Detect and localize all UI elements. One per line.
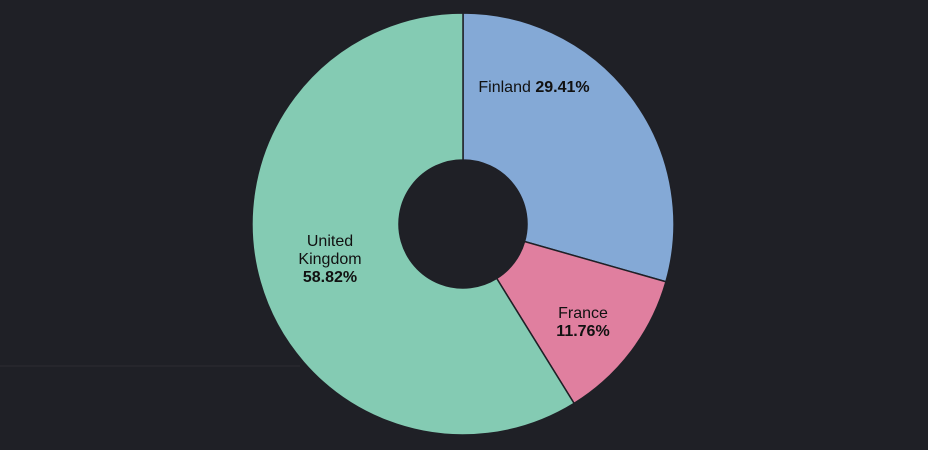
value-label: 11.76% — [556, 323, 610, 340]
slice-label: France 11.76% — [538, 305, 628, 341]
value-label: 58.82% — [302, 269, 358, 286]
value-label: 29.41% — [535, 79, 590, 96]
slice-label: Finland 29.41% — [478, 79, 589, 97]
category-label: France — [558, 305, 608, 322]
slice-label: United Kingdom 58.82% — [285, 233, 375, 287]
category-label: Finland — [478, 79, 531, 96]
donut-slice — [462, 12, 675, 283]
donut-slice — [251, 12, 576, 436]
donut-slice — [495, 240, 667, 405]
category-label: United Kingdom — [298, 233, 362, 268]
